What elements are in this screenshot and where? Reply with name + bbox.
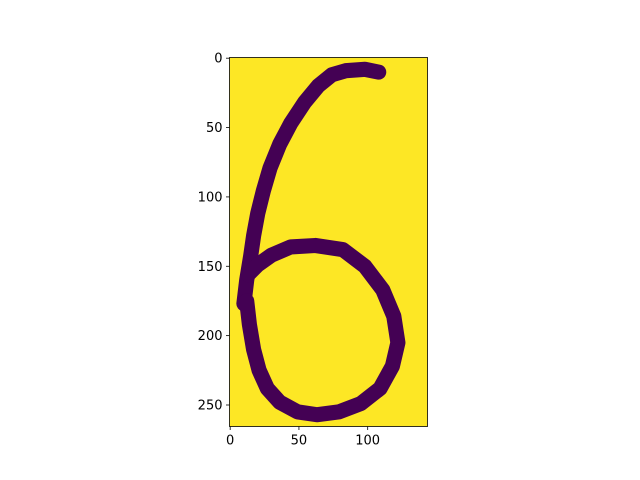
plot-area <box>229 57 428 427</box>
y-axis: 0 50 100 150 200 250 <box>198 52 230 413</box>
y-tick-label: 150 <box>198 260 223 275</box>
y-tick-label: 200 <box>198 329 223 344</box>
y-tick-label: 100 <box>198 190 223 205</box>
x-tick-label: 0 <box>226 434 234 449</box>
y-tick-label: 50 <box>206 121 223 136</box>
axes-frame <box>229 57 428 427</box>
digit-upper-stroke <box>236 61 387 312</box>
digit-lower-loop <box>239 237 406 423</box>
y-tick-label: 250 <box>198 398 223 413</box>
x-axis: 0 50 100 <box>226 426 380 449</box>
x-tick-label: 100 <box>355 434 380 449</box>
y-tick-label: 0 <box>214 52 222 67</box>
x-tick-label: 50 <box>291 434 308 449</box>
